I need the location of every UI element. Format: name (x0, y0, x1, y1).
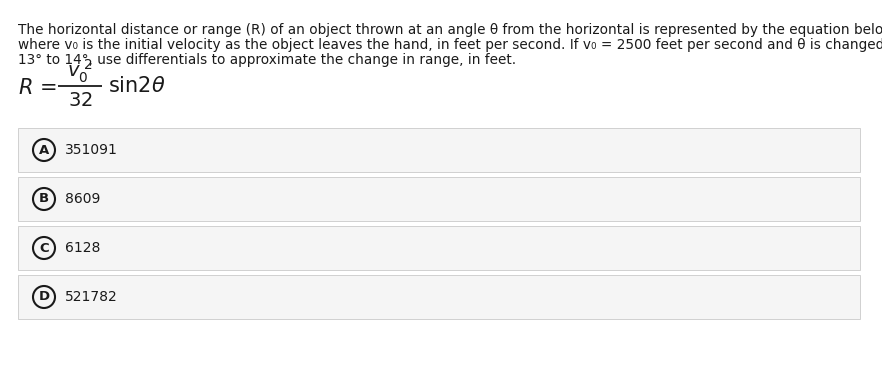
Text: $32$: $32$ (68, 92, 93, 111)
Text: C: C (39, 242, 49, 255)
Text: 8609: 8609 (65, 192, 101, 206)
FancyBboxPatch shape (18, 226, 860, 270)
Text: B: B (39, 192, 49, 206)
FancyBboxPatch shape (18, 128, 860, 172)
Text: 6128: 6128 (65, 241, 101, 255)
FancyBboxPatch shape (18, 275, 860, 319)
Text: $R\,=$: $R\,=$ (18, 78, 57, 98)
Text: 13° to 14°, use differentials to approximate the change in range, in feet.: 13° to 14°, use differentials to approxi… (18, 53, 516, 67)
Text: A: A (39, 144, 49, 156)
Text: The horizontal distance or range (R) of an object thrown at an angle θ from the : The horizontal distance or range (R) of … (18, 23, 882, 37)
Text: 521782: 521782 (65, 290, 118, 304)
Text: $\mathrm{sin}2\theta$: $\mathrm{sin}2\theta$ (108, 76, 166, 96)
Text: where v₀ is the initial velocity as the object leaves the hand, in feet per seco: where v₀ is the initial velocity as the … (18, 38, 882, 52)
Text: $v_0^{\ 2}$: $v_0^{\ 2}$ (67, 57, 93, 85)
FancyBboxPatch shape (18, 177, 860, 221)
Text: D: D (39, 291, 49, 303)
Text: 351091: 351091 (65, 143, 118, 157)
